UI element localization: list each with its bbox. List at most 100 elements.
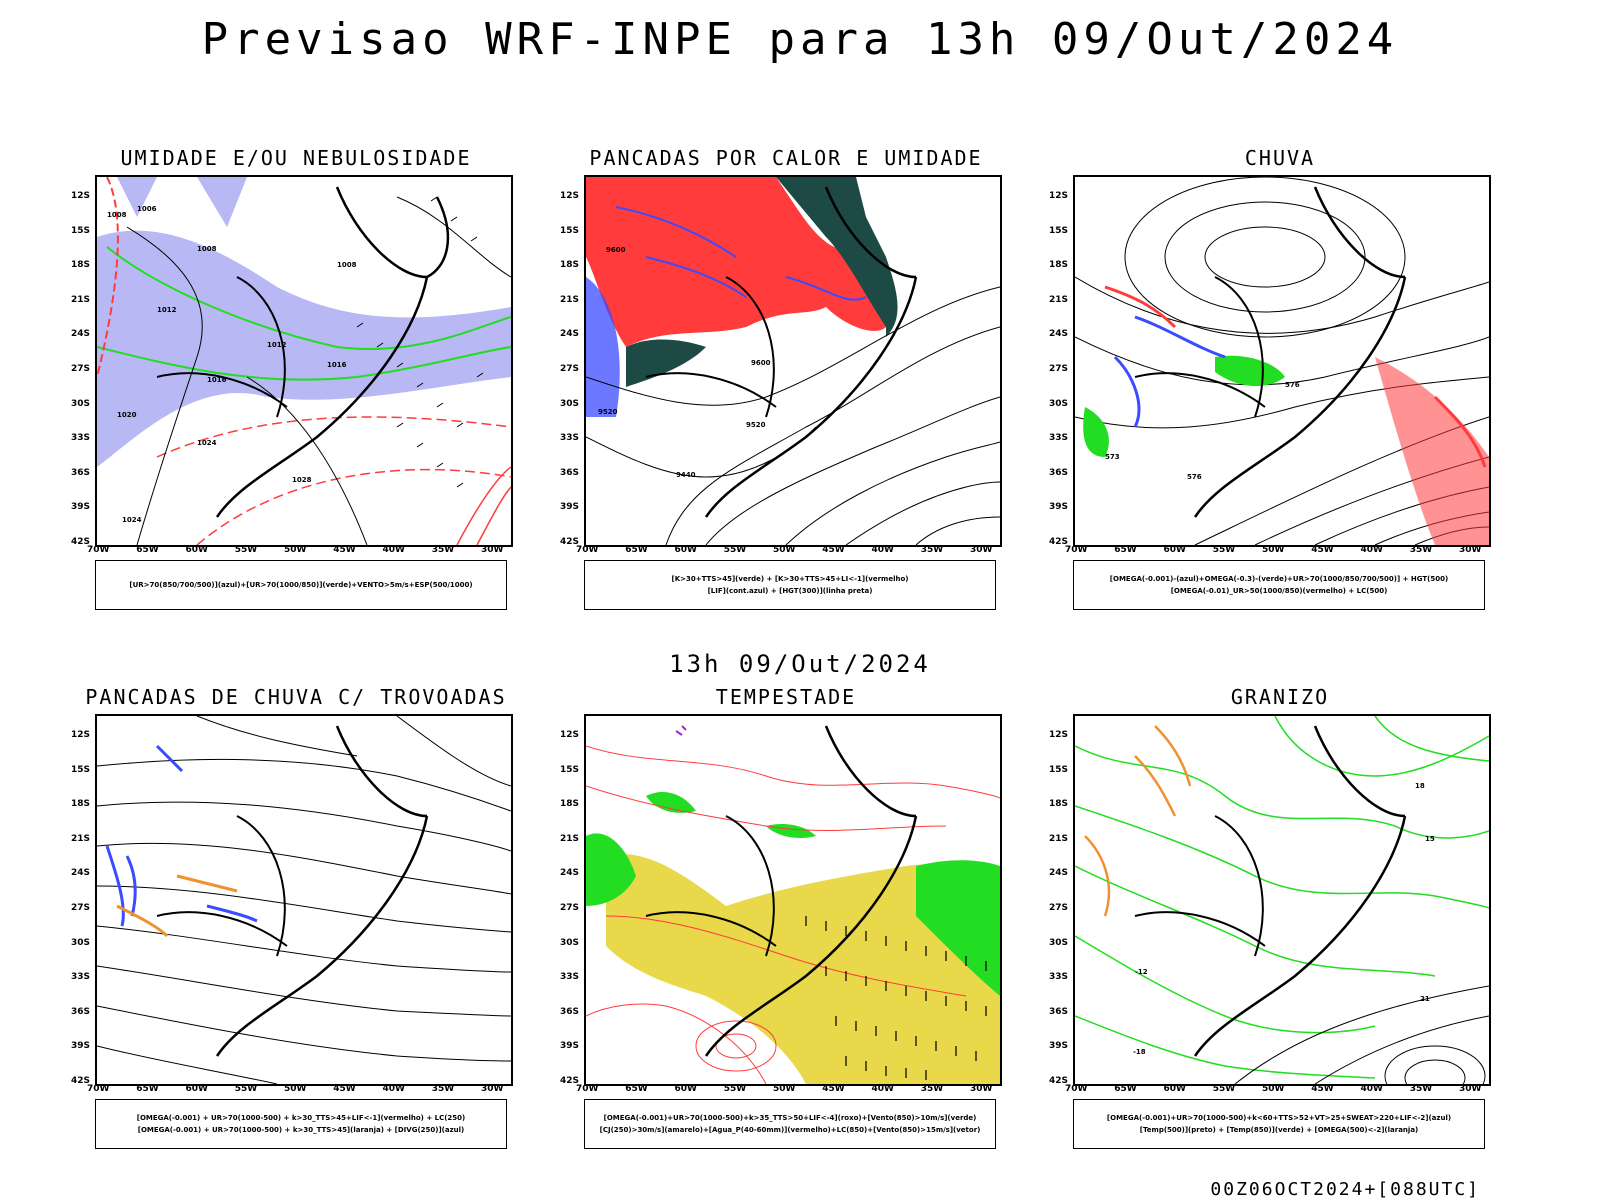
svg-text:9440: 9440 xyxy=(676,471,696,479)
map-pancadas-calor-canvas: 9600 9520 9440 9600 9520 xyxy=(586,177,1000,545)
map-granizo-canvas: -18 -12 18 21 15 xyxy=(1075,716,1489,1084)
lat-tick-label: 27S xyxy=(560,903,580,913)
svg-text:1006: 1006 xyxy=(137,205,157,213)
lat-tick-label: 42S xyxy=(1049,1076,1069,1086)
lon-tick-label: 35W xyxy=(431,545,455,555)
svg-text:9520: 9520 xyxy=(598,408,618,416)
lat-tick-label: 24S xyxy=(71,868,91,879)
lat-tick-label: 30S xyxy=(560,937,580,948)
lat-tick-label: 39S xyxy=(560,1041,580,1052)
lat-tick-label: 39S xyxy=(560,502,580,513)
svg-text:18: 18 xyxy=(1415,782,1425,790)
lon-tick-label: 40W xyxy=(871,545,894,555)
lon-tick-label: 35W xyxy=(1409,545,1433,555)
map-tempestade xyxy=(584,714,1002,1086)
legend-pancadas-calor: [K>30+TTS>45](verde) + [K>30+TTS>45+LI<-… xyxy=(584,560,996,610)
svg-text:1028: 1028 xyxy=(292,476,312,484)
lat-tick-label: 27S xyxy=(1049,364,1069,374)
svg-text:1016: 1016 xyxy=(207,376,227,384)
lon-tick-label: 40W xyxy=(1360,545,1383,555)
lon-tick-label: 45W xyxy=(822,545,845,555)
lat-tick-label: 12S xyxy=(71,191,91,201)
lon-tick-label: 35W xyxy=(920,545,944,555)
svg-text:9600: 9600 xyxy=(606,246,626,254)
panel-title-trovoadas: PANCADAS DE CHUVA C/ TROVOADAS xyxy=(85,685,507,709)
lon-tick-label: 40W xyxy=(1360,1084,1383,1094)
panel-title-chuva: CHUVA xyxy=(1244,146,1316,170)
lat-tick-label: 24S xyxy=(560,868,580,879)
legend-umidade: [UR>70(850/700/500)](azul)+[UR>70(1000/8… xyxy=(95,560,507,610)
lon-tick-label: 60W xyxy=(674,1084,697,1094)
lat-tick-label: 21S xyxy=(1049,833,1069,844)
lat-tick-label: 24S xyxy=(71,329,91,340)
lon-tick-label: 45W xyxy=(1311,545,1334,555)
lon-tick-label: 35W xyxy=(920,1084,944,1094)
lat-tick-label: 21S xyxy=(71,294,91,305)
lon-tick-label: 50W xyxy=(284,1084,307,1094)
lon-tick-label: 70W xyxy=(1065,1084,1088,1094)
map-granizo: -18 -12 18 21 15 xyxy=(1073,714,1491,1086)
map-trovoadas xyxy=(95,714,513,1086)
lon-tick-label: 55W xyxy=(234,1084,258,1094)
lon-tick-label: 70W xyxy=(576,545,599,555)
svg-text:1008: 1008 xyxy=(337,261,357,269)
lat-tick-label: 33S xyxy=(71,972,91,983)
lat-tick-label: 39S xyxy=(1049,1041,1069,1052)
svg-text:-18: -18 xyxy=(1133,1048,1146,1056)
map-umidade-canvas: 1008 1006 1008 1012 1016 1020 1024 1028 … xyxy=(97,177,511,545)
lon-tick-label: 50W xyxy=(773,1084,796,1094)
svg-text:1024: 1024 xyxy=(197,439,217,447)
svg-text:1024: 1024 xyxy=(122,516,142,524)
lon-tick-label: 60W xyxy=(185,545,208,555)
lat-tick-label: 18S xyxy=(71,799,91,810)
lat-tick-label: 18S xyxy=(560,799,580,810)
lon-tick-label: 70W xyxy=(576,1084,599,1094)
lon-tick-label: 30W xyxy=(1459,1084,1482,1094)
lat-tick-label: 27S xyxy=(1049,903,1069,913)
lat-tick-label: 33S xyxy=(1049,972,1069,983)
legend-trovoadas: [OMEGA(-0.001) + UR>70(1000-500) + k>30_… xyxy=(95,1099,507,1149)
map-chuva-canvas: 576 573 576 xyxy=(1075,177,1489,545)
lat-tick-label: 21S xyxy=(560,833,580,844)
lon-tick-label: 50W xyxy=(1262,545,1285,555)
lon-tick-label: 55W xyxy=(1212,545,1236,555)
lon-tick-label: 30W xyxy=(970,545,993,555)
lon-tick-label: 30W xyxy=(481,1084,504,1094)
panel-title-pancadas-calor: PANCADAS POR CALOR E UMIDADE xyxy=(589,146,983,170)
svg-text:9520: 9520 xyxy=(746,421,766,429)
map-umidade: 1008 1006 1008 1012 1016 1020 1024 1028 … xyxy=(95,175,513,547)
lat-tick-label: 15S xyxy=(560,764,580,775)
lat-tick-label: 33S xyxy=(560,972,580,983)
lat-tick-label: 27S xyxy=(560,364,580,374)
svg-text:576: 576 xyxy=(1187,473,1202,481)
lon-tick-label: 65W xyxy=(625,1084,648,1094)
main-title: Previsao WRF-INPE para 13h 09/Out/2024 xyxy=(201,14,1399,65)
lon-tick-label: 50W xyxy=(1262,1084,1285,1094)
svg-text:1008: 1008 xyxy=(107,211,127,219)
lon-tick-label: 35W xyxy=(1409,1084,1433,1094)
lat-tick-label: 42S xyxy=(71,1076,91,1086)
lat-tick-label: 42S xyxy=(1049,537,1069,547)
lon-tick-label: 65W xyxy=(1114,1084,1137,1094)
svg-text:1016: 1016 xyxy=(327,361,347,369)
mid-timestamp: 13h 09/Out/2024 xyxy=(669,650,931,678)
lat-tick-label: 30S xyxy=(1049,937,1069,948)
lon-tick-label: 70W xyxy=(87,545,110,555)
lon-tick-label: 60W xyxy=(674,545,697,555)
svg-text:21: 21 xyxy=(1420,995,1430,1003)
lat-tick-label: 39S xyxy=(71,502,91,513)
run-info: 00Z06OCT2024+[088UTC] xyxy=(1210,1179,1480,1200)
lat-tick-label: 18S xyxy=(71,260,91,271)
lon-tick-label: 40W xyxy=(382,1084,405,1094)
lat-tick-label: 18S xyxy=(1049,799,1069,810)
svg-text:-12: -12 xyxy=(1135,968,1148,976)
lon-tick-label: 55W xyxy=(723,1084,747,1094)
lat-tick-label: 42S xyxy=(560,537,580,547)
lat-tick-label: 36S xyxy=(1049,467,1069,478)
svg-text:1012: 1012 xyxy=(157,306,177,314)
lat-tick-label: 21S xyxy=(71,833,91,844)
lon-tick-label: 70W xyxy=(87,1084,110,1094)
lon-tick-label: 40W xyxy=(382,545,405,555)
panel-title-granizo: GRANIZO xyxy=(1230,685,1330,709)
lat-tick-label: 33S xyxy=(71,433,91,444)
